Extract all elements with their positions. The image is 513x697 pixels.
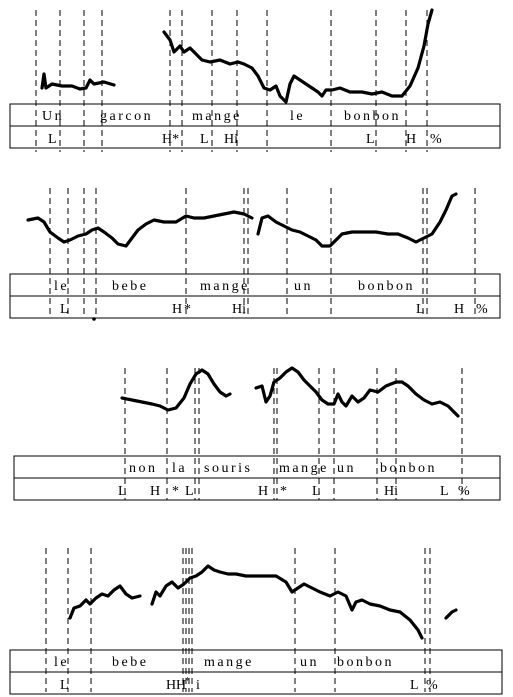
panel-2-tone: L bbox=[60, 302, 69, 317]
panel-1-word: mange bbox=[192, 109, 242, 124]
panel-3-words: non la souris mange un bonbon bbox=[129, 461, 437, 476]
panel-3-tones: L H * L H * L Hi L % bbox=[118, 484, 470, 499]
panel-4-tone: H bbox=[176, 678, 186, 693]
panel-2-tone: H bbox=[172, 302, 182, 317]
panel-1-tone: L bbox=[200, 132, 209, 147]
panel-3-word: un bbox=[337, 461, 356, 476]
panel-4-boundaries bbox=[45, 548, 431, 692]
panel-2-words: le bebe mange un bonbon bbox=[54, 279, 415, 294]
panel-2-tones: L H * Hi L H % bbox=[60, 302, 488, 317]
panel-1: Un garcon mange le bonbon L H* L Hi L H … bbox=[9, 8, 501, 152]
panel-4-word: bonbon bbox=[337, 655, 394, 670]
panel-4-tone-tier bbox=[9, 671, 503, 695]
panel-1-tone: H* bbox=[162, 132, 179, 147]
panel-4-pitch-contour bbox=[68, 564, 458, 640]
panel-2-word: bebe bbox=[112, 279, 148, 294]
panel-4-tone: H bbox=[166, 678, 176, 693]
panel-2: le bebe mange un bonbon L H * Hi L H % bbox=[9, 188, 501, 321]
panel-3-tone: L bbox=[312, 484, 321, 499]
panel-4-word: mange bbox=[204, 655, 254, 670]
panel-4-tone: i bbox=[196, 678, 200, 693]
panel-3-tone: Hi bbox=[384, 484, 398, 499]
panel-2-tone: L bbox=[416, 302, 425, 317]
panel-1-word: bonbon bbox=[344, 109, 401, 124]
panel-4-tone: % bbox=[426, 678, 438, 693]
panel-4-tone: * bbox=[185, 676, 190, 687]
panel-4: le bebe mange un bonbon L H H * i L % bbox=[9, 548, 503, 695]
panel-3-tone: L bbox=[118, 484, 127, 499]
panel-4-word-tier bbox=[9, 649, 503, 673]
panel-1-boundaries bbox=[35, 10, 428, 152]
panel-3-tone: % bbox=[458, 484, 470, 499]
panel-2-tone: Hi bbox=[232, 302, 246, 317]
panel-2-boundaries bbox=[49, 188, 476, 318]
panel-3-tone: H bbox=[150, 484, 160, 499]
panel-1-tone-tier bbox=[9, 125, 501, 149]
panel-3-tone-tier bbox=[13, 477, 501, 501]
panel-4-tone: L bbox=[410, 678, 419, 693]
panel-3-word: la bbox=[172, 461, 187, 476]
panel-2-tone: * bbox=[184, 302, 191, 317]
panel-1-word: garcon bbox=[100, 109, 153, 124]
panel-1-tone: L bbox=[48, 132, 57, 147]
panel-3-pitch-contour bbox=[120, 366, 460, 418]
panel-4-words: le bebe mange un bonbon bbox=[54, 655, 394, 670]
panel-2-word: le bbox=[54, 279, 69, 294]
panel-2-word: bonbon bbox=[358, 279, 415, 294]
panel-3: non la souris mange un bonbon L H * L H … bbox=[13, 366, 501, 501]
panel-4-tone: L bbox=[60, 678, 69, 693]
panel-2-tone: H bbox=[454, 302, 464, 317]
panel-3-tone: L bbox=[440, 484, 449, 499]
panel-2-tone: % bbox=[476, 302, 488, 317]
panel-3-tone: * bbox=[280, 484, 287, 499]
panel-2-tone-tier bbox=[9, 295, 501, 319]
panel-3-word: mange bbox=[279, 461, 329, 476]
panel-1-tones: L H* L Hi L H % bbox=[48, 132, 442, 147]
panel-1-words: Un garcon mange le bonbon bbox=[42, 109, 401, 124]
panel-4-word: un bbox=[300, 655, 319, 670]
panel-4-word: bebe bbox=[112, 655, 148, 670]
panel-1-pitch-contour bbox=[40, 8, 434, 104]
panel-1-tone: % bbox=[430, 132, 442, 147]
panel-3-word: souris bbox=[204, 461, 252, 476]
panel-1-word: le bbox=[290, 109, 305, 124]
panel-1-tone: L bbox=[366, 132, 375, 147]
panel-4-word: le bbox=[54, 655, 69, 670]
panel-4-tones: L H H * i L % bbox=[60, 676, 438, 693]
panel-1-tone: H bbox=[406, 132, 416, 147]
panel-3-word: bonbon bbox=[380, 461, 437, 476]
panel-2-word: un bbox=[294, 279, 313, 294]
panel-1-word: Un bbox=[42, 109, 64, 124]
panel-3-tone: H bbox=[258, 484, 268, 499]
panel-3-tone: * bbox=[172, 484, 179, 499]
panel-2-word: mange bbox=[200, 279, 250, 294]
panel-1-tone: Hi bbox=[224, 132, 238, 147]
panel-3-tone: L bbox=[185, 484, 194, 499]
panel-3-word: non bbox=[129, 461, 158, 476]
